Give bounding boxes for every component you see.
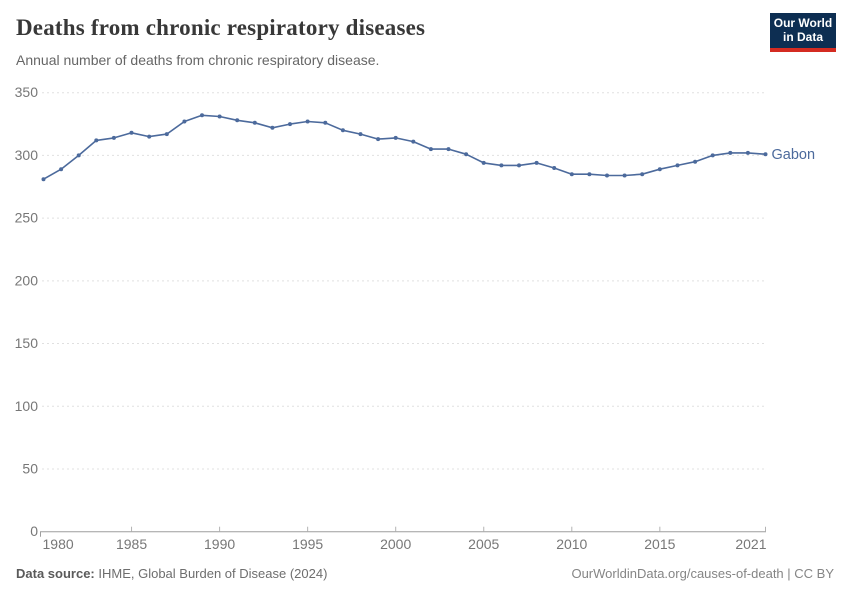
data-point-1999[interactable] (376, 137, 381, 142)
page-subtitle: Annual number of deaths from chronic res… (16, 52, 380, 68)
data-point-1995[interactable] (305, 119, 310, 124)
x-axis-tick-label: 1980 (43, 536, 74, 552)
data-point-2017[interactable] (693, 159, 698, 164)
y-axis-tick-label: 300 (15, 147, 39, 163)
data-point-1981[interactable] (59, 167, 64, 172)
data-point-2016[interactable] (675, 163, 680, 168)
data-point-1982[interactable] (76, 153, 81, 158)
x-axis-tick-label: 2000 (380, 536, 411, 552)
y-axis-tick-label: 150 (15, 335, 39, 351)
data-source-text: IHME, Global Burden of Disease (2024) (94, 566, 328, 581)
data-point-1993[interactable] (270, 125, 275, 130)
y-axis-tick-label: 250 (15, 210, 39, 226)
data-point-2012[interactable] (605, 173, 609, 178)
x-axis-tick-label: 1990 (204, 536, 235, 552)
data-point-2010[interactable] (569, 172, 574, 177)
data-point-2019[interactable] (728, 150, 733, 155)
data-point-2011[interactable] (587, 172, 592, 177)
x-axis-tick-label: 2015 (644, 536, 675, 552)
page-title: Deaths from chronic respiratory diseases (16, 15, 426, 40)
data-source-label: Data source: (16, 566, 95, 581)
data-point-2006[interactable] (499, 163, 504, 168)
data-point-2013[interactable] (622, 173, 627, 178)
x-axis-tick-label: 1995 (292, 536, 323, 552)
data-point-1992[interactable] (252, 120, 257, 125)
credit-link[interactable]: OurWorldinData.org/causes-of-death | CC … (571, 566, 834, 581)
data-point-2018[interactable] (710, 153, 715, 158)
data-point-2001[interactable] (411, 139, 416, 144)
y-axis-tick-label: 350 (15, 84, 39, 100)
y-axis-tick-label: 50 (22, 460, 38, 476)
data-point-1990[interactable] (217, 114, 222, 119)
y-axis-tick-label: 100 (15, 398, 39, 414)
x-axis-tick-label: 2021 (735, 536, 766, 552)
series-label-gabon[interactable]: Gabon (772, 147, 816, 163)
data-point-2020[interactable] (745, 150, 750, 155)
data-point-2009[interactable] (552, 166, 557, 170)
data-point-1989[interactable] (200, 113, 204, 118)
data-point-2003[interactable] (446, 147, 451, 152)
data-point-2008[interactable] (534, 160, 539, 165)
y-axis-tick-label: 200 (15, 272, 39, 288)
data-point-2000[interactable] (393, 135, 398, 140)
data-point-2021[interactable] (763, 152, 768, 157)
data-point-1998[interactable] (358, 132, 363, 137)
data-point-1983[interactable] (94, 138, 99, 143)
data-point-1996[interactable] (323, 120, 328, 125)
data-point-1991[interactable] (235, 118, 240, 123)
data-point-1988[interactable] (182, 119, 187, 124)
data-point-1994[interactable] (288, 122, 292, 127)
data-point-1997[interactable] (340, 128, 345, 133)
data-source-note: Data source: IHME, Global Burden of Dise… (16, 566, 327, 581)
data-point-2007[interactable] (517, 163, 521, 168)
data-point-2005[interactable] (481, 160, 486, 165)
x-axis-tick-label: 2010 (556, 536, 587, 552)
y-axis-tick-label: 0 (30, 523, 38, 539)
data-point-1985[interactable] (129, 130, 134, 135)
x-axis-tick-label: 1985 (116, 536, 147, 552)
data-point-1984[interactable] (111, 135, 116, 140)
data-point-1987[interactable] (164, 132, 169, 137)
footer: Data source: IHME, Global Burden of Dise… (16, 566, 834, 581)
owid-logo-line1: Our World (773, 16, 833, 30)
data-point-1980[interactable] (41, 177, 46, 182)
gabon-line-series[interactable] (42, 114, 767, 180)
owid-logo[interactable]: Our World in Data (770, 13, 836, 52)
owid-logo-line2: in Data (782, 30, 823, 44)
data-point-2002[interactable] (428, 147, 433, 152)
x-axis-tick-label: 2005 (468, 536, 499, 552)
data-point-2014[interactable] (640, 172, 645, 177)
data-point-2004[interactable] (464, 152, 469, 157)
data-point-2015[interactable] (657, 167, 662, 172)
data-point-1986[interactable] (147, 134, 152, 139)
